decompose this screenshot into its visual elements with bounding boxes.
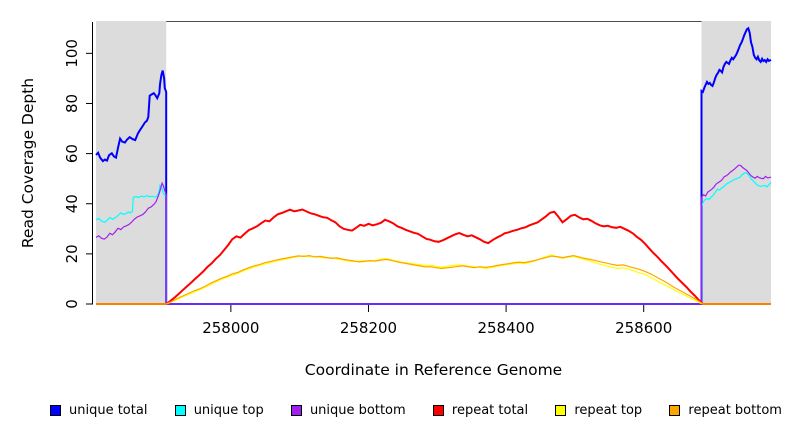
x-tick-label: 258200 xyxy=(340,319,397,337)
legend-label: repeat top xyxy=(574,402,643,418)
legend: unique total unique top unique bottom repea… xyxy=(50,399,782,421)
legend-item-repeat-bottom: repeat bottom xyxy=(669,404,782,417)
y-tick-label: 80 xyxy=(63,94,81,113)
y-tick-label: 60 xyxy=(63,144,81,163)
series-repeat-bottom xyxy=(96,254,771,305)
x-tick-label: 258400 xyxy=(477,319,534,337)
legend-item-unique-top: unique top xyxy=(174,402,264,418)
shaded-region xyxy=(701,21,771,304)
legend-swatch xyxy=(669,404,681,416)
legend-item-unique-total: unique total xyxy=(50,404,147,417)
series-unique-bottom xyxy=(95,164,772,305)
legend-item-repeat-top: repeat top xyxy=(555,404,642,417)
legend-label: repeat total xyxy=(451,402,529,418)
legend-swatch xyxy=(290,404,302,416)
legend-label: unique bottom xyxy=(309,402,406,418)
legend-label: repeat bottom xyxy=(688,402,782,418)
x-tick-label: 258600 xyxy=(615,319,672,337)
legend-swatch xyxy=(555,404,567,416)
series-unique-top xyxy=(95,172,772,305)
legend-swatch xyxy=(50,404,61,416)
y-tick-label: 20 xyxy=(63,244,81,263)
legend-swatch xyxy=(174,404,186,416)
y-tick-label: 100 xyxy=(63,39,81,68)
series-repeat-total xyxy=(96,208,771,305)
y-tick-label: 40 xyxy=(63,194,81,213)
series-unique-total xyxy=(95,26,772,305)
legend-item-unique-bottom: unique bottom xyxy=(290,402,406,418)
legend-label: unique total xyxy=(69,402,148,418)
legend-item-repeat-total: repeat total xyxy=(432,402,529,418)
x-axis-title: Coordinate in Reference Genome xyxy=(304,361,563,379)
x-tick-label: 258000 xyxy=(202,319,259,337)
y-axis-title: Read Coverage Depth xyxy=(19,77,37,249)
shaded-region xyxy=(96,21,167,304)
legend-swatch xyxy=(432,404,444,416)
series-repeat-top xyxy=(96,254,771,305)
y-tick-label: 0 xyxy=(63,299,81,309)
legend-label: unique top xyxy=(193,402,264,418)
